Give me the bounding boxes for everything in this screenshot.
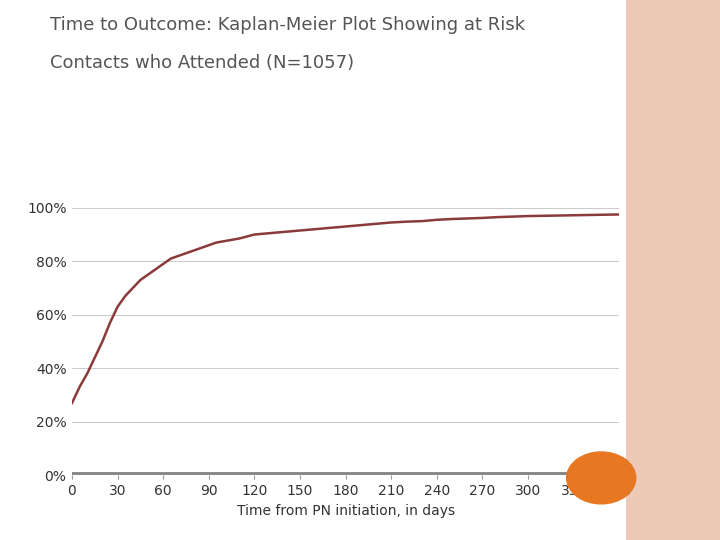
X-axis label: Time from PN initiation, in days: Time from PN initiation, in days: [237, 504, 454, 518]
Text: Contacts who Attended (N=1057): Contacts who Attended (N=1057): [50, 54, 354, 72]
Text: Time to Outcome: Kaplan-Meier Plot Showing at Risk: Time to Outcome: Kaplan-Meier Plot Showi…: [50, 16, 526, 34]
